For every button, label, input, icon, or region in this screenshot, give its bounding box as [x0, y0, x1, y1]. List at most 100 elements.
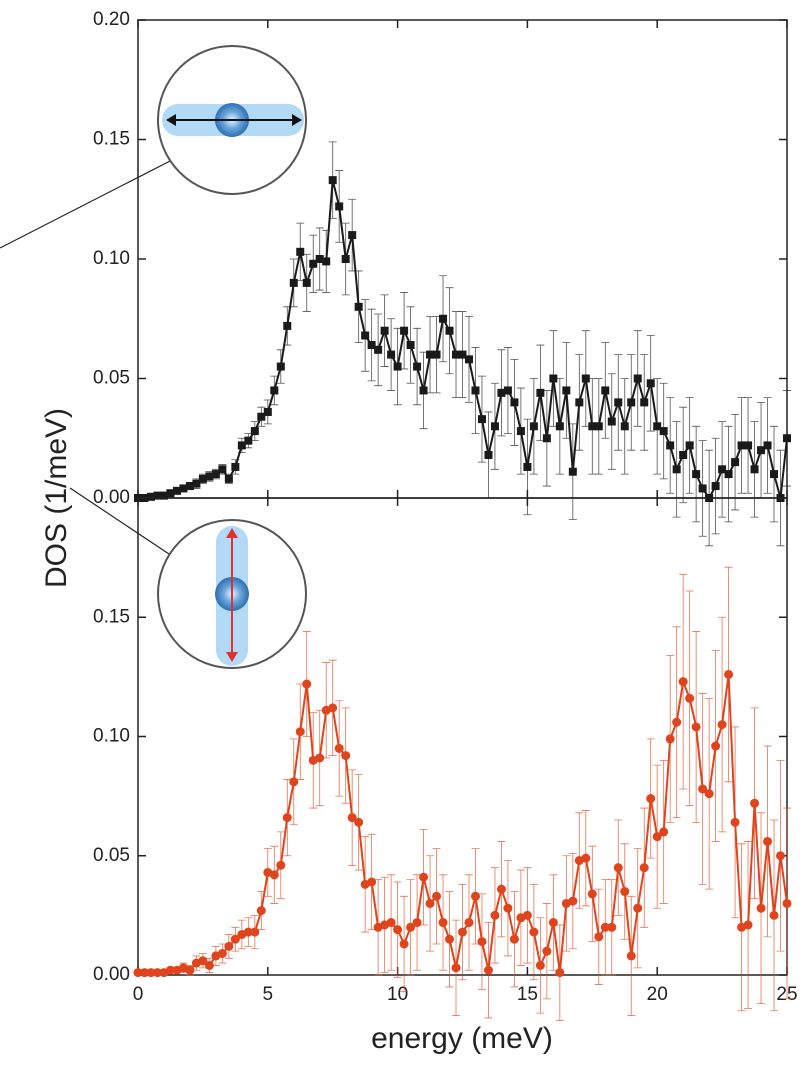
marker: [309, 259, 318, 268]
marker: [757, 446, 766, 455]
marker: [393, 925, 403, 935]
marker: [289, 278, 298, 287]
marker: [698, 484, 707, 493]
marker: [704, 789, 714, 799]
series: [133, 566, 792, 1021]
marker: [627, 398, 636, 407]
marker: [477, 937, 487, 947]
marker: [679, 450, 688, 459]
marker: [367, 877, 377, 887]
marker: [665, 734, 675, 744]
marker: [458, 350, 467, 359]
marker: [283, 321, 292, 330]
marker: [581, 374, 590, 383]
y-tick-label: 0.05: [93, 845, 130, 866]
y-tick-label: 0.00: [93, 487, 130, 508]
marker: [315, 255, 324, 263]
x-tick-label: 0: [133, 984, 144, 1005]
marker: [354, 302, 363, 311]
marker: [692, 470, 701, 479]
marker: [153, 491, 162, 500]
marker: [295, 727, 305, 737]
marker: [335, 202, 344, 211]
marker: [231, 462, 240, 471]
marker: [257, 412, 266, 421]
marker: [133, 968, 143, 978]
marker: [639, 863, 649, 873]
marker: [146, 492, 155, 501]
marker: [471, 386, 480, 395]
marker: [503, 386, 512, 395]
marker: [776, 851, 786, 861]
marker: [685, 441, 694, 450]
marker: [399, 939, 409, 949]
marker: [763, 441, 772, 450]
marker: [646, 794, 656, 804]
marker: [334, 743, 344, 753]
marker: [529, 927, 539, 937]
marker: [568, 467, 577, 476]
marker: [269, 870, 279, 880]
x-tick-label: 10: [387, 984, 408, 1005]
marker: [224, 474, 233, 483]
marker: [496, 884, 506, 894]
marker: [529, 422, 538, 431]
marker: [185, 482, 194, 491]
marker: [296, 247, 305, 256]
marker: [198, 474, 207, 483]
marker: [555, 968, 565, 978]
marker: [244, 436, 253, 445]
marker: [646, 379, 655, 388]
x-axis-title: energy (meV): [371, 1022, 553, 1055]
marker: [432, 891, 442, 901]
marker: [289, 777, 299, 787]
marker: [698, 784, 708, 794]
marker: [613, 863, 623, 873]
marker: [445, 934, 455, 944]
marker: [659, 827, 669, 837]
marker: [750, 465, 759, 474]
marker: [341, 751, 351, 761]
marker: [263, 407, 272, 416]
marker: [770, 470, 779, 479]
marker: [633, 903, 643, 913]
marker: [731, 458, 740, 467]
marker: [653, 422, 662, 431]
y-tick-label: 0.10: [93, 726, 130, 747]
marker: [322, 257, 331, 266]
marker: [276, 860, 286, 870]
marker: [724, 669, 734, 679]
marker: [594, 422, 603, 431]
marker: [270, 386, 279, 395]
marker: [542, 434, 551, 443]
marker: [451, 963, 461, 973]
marker: [711, 482, 720, 491]
marker: [490, 910, 500, 920]
marker: [230, 934, 240, 944]
marker: [152, 968, 162, 978]
marker: [439, 314, 448, 323]
marker: [198, 956, 208, 966]
marker: [730, 817, 740, 827]
marker: [509, 934, 519, 944]
marker: [516, 427, 525, 436]
marker: [763, 836, 773, 846]
marker: [711, 741, 721, 751]
inset-vertical: [69, 487, 307, 669]
marker: [626, 951, 636, 961]
marker: [426, 350, 435, 359]
marker: [419, 872, 429, 882]
y-axis-title: DOS (1/meV): [40, 408, 73, 588]
marker: [510, 398, 519, 407]
marker: [328, 703, 338, 713]
marker: [204, 960, 214, 970]
marker: [243, 927, 253, 937]
marker: [165, 965, 175, 975]
marker: [386, 918, 396, 928]
marker: [691, 722, 701, 732]
marker: [419, 386, 428, 395]
marker: [652, 832, 662, 842]
marker: [562, 386, 571, 395]
marker: [600, 922, 610, 932]
marker: [522, 910, 532, 920]
